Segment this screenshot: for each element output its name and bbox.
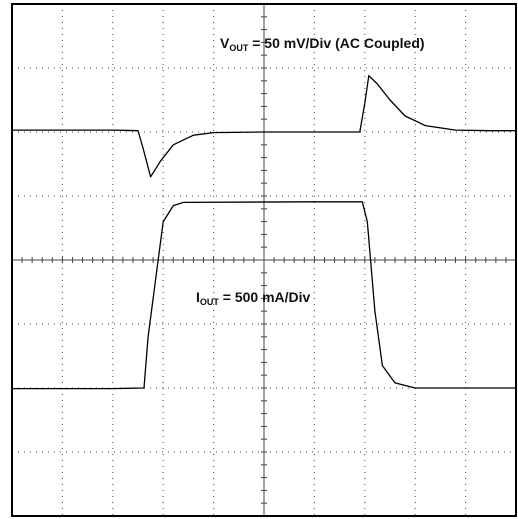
traces xyxy=(12,75,516,390)
vout-label: VOUT = 50 mV/Div (AC Coupled) xyxy=(220,35,425,53)
graticule-grid xyxy=(12,4,516,516)
iout-label-sub: OUT xyxy=(200,297,220,307)
vout-label-rest: = 50 mV/Div (AC Coupled) xyxy=(248,35,424,51)
iout-label: IOUT = 500 mA/Div xyxy=(196,289,311,307)
vout-label-sub: OUT xyxy=(229,43,249,53)
iout-label-main: I xyxy=(196,289,200,305)
trace-labels: VOUT = 50 mV/Div (AC Coupled) IOUT = 500… xyxy=(196,35,425,307)
trace-iout xyxy=(12,201,516,390)
plot-frame xyxy=(11,3,517,517)
vout-label-main: V xyxy=(220,35,230,51)
trace-vout xyxy=(12,75,516,178)
iout-label-rest: = 500 mA/Div xyxy=(219,289,311,305)
